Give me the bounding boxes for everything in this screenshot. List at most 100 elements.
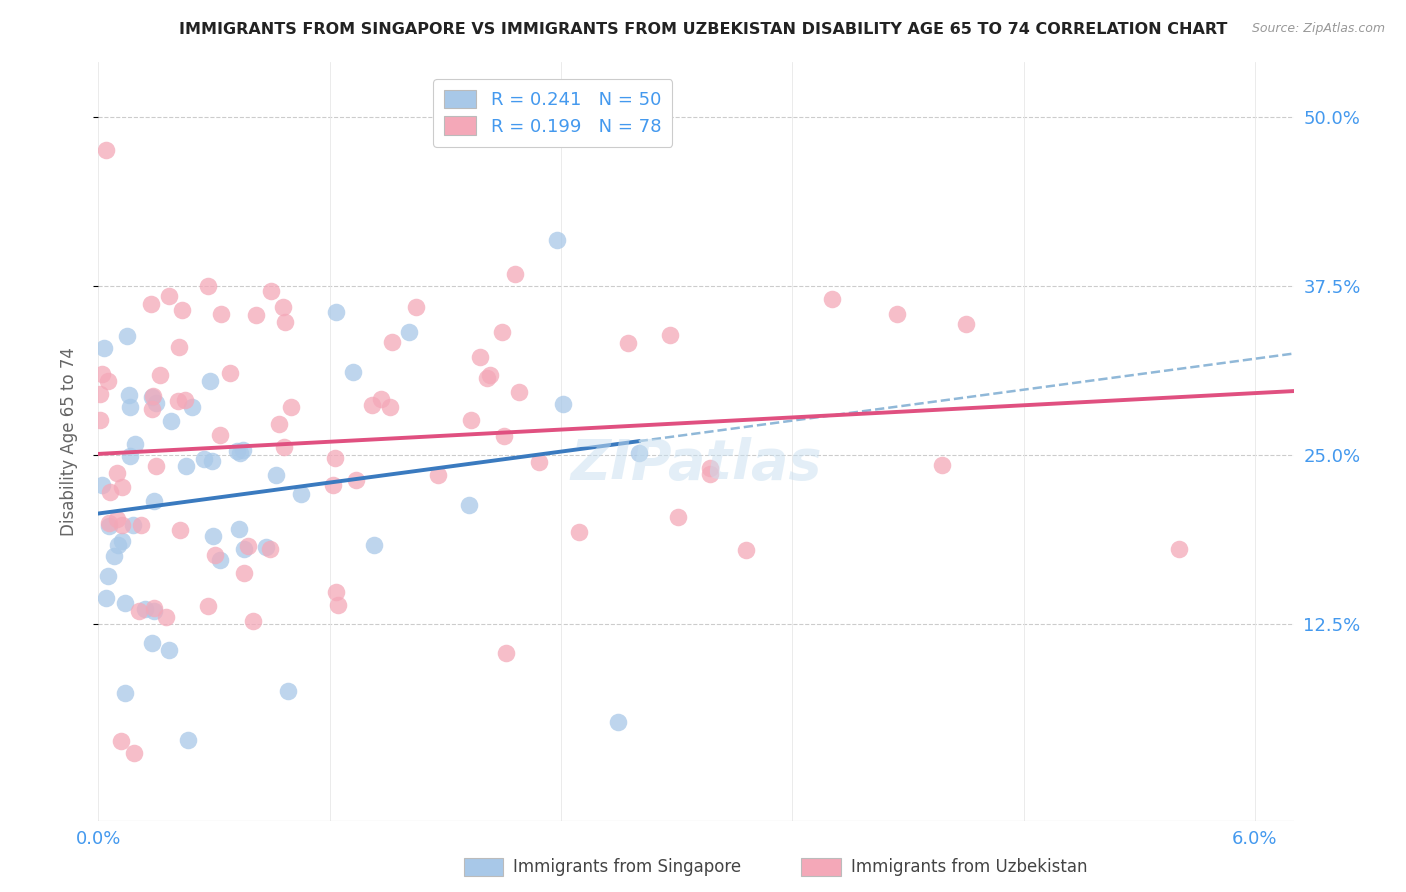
Point (202, 529, 225, 543)
Point (110, 533, 132, 548)
Text: IMMIGRANTS FROM SINGAPORE VS IMMIGRANTS FROM UZBEKISTAN DISABILITY AGE 65 TO 74 : IMMIGRANTS FROM SINGAPORE VS IMMIGRANTS … (179, 22, 1227, 37)
Point (381, 335, 404, 350)
Point (174, 392, 197, 407)
Point (346, 473, 368, 487)
Point (955, 317, 977, 331)
Point (607, 714, 630, 729)
Point (94, 591, 117, 606)
Point (529, 455, 551, 469)
Point (91, 368, 114, 382)
Text: ZIPatlas: ZIPatlas (571, 437, 821, 491)
Point (225, 444, 247, 458)
Point (111, 480, 134, 494)
Point (277, 684, 299, 698)
Point (118, 388, 141, 402)
Point (617, 335, 640, 350)
Point (322, 478, 344, 492)
Point (97, 569, 120, 583)
Text: Immigrants from Singapore: Immigrants from Singapore (513, 858, 741, 876)
Point (93, 341, 115, 355)
Point (90, 477, 112, 491)
Point (105, 512, 128, 526)
Point (118, 450, 141, 464)
Point (342, 365, 364, 379)
Point (274, 315, 297, 329)
Point (325, 305, 347, 319)
Point (141, 636, 163, 650)
Point (172, 302, 194, 317)
Point (427, 468, 450, 483)
Point (273, 440, 295, 454)
Point (363, 537, 385, 551)
Point (114, 596, 136, 610)
Point (457, 499, 479, 513)
Point (820, 292, 842, 306)
Point (124, 746, 146, 760)
Point (370, 392, 392, 406)
Legend: R = 0.241   N = 50, R = 0.199   N = 78: R = 0.241 N = 50, R = 0.199 N = 78 (433, 79, 672, 146)
Point (174, 458, 197, 473)
Point (568, 525, 591, 540)
Point (209, 307, 232, 321)
Point (121, 517, 143, 532)
Point (551, 396, 574, 410)
Point (886, 307, 908, 321)
Point (177, 732, 200, 747)
Point (117, 328, 139, 343)
Point (128, 604, 150, 618)
Point (259, 284, 281, 298)
Point (98, 485, 121, 500)
Point (271, 300, 294, 314)
Point (129, 517, 152, 532)
Point (508, 384, 530, 399)
Point (479, 368, 502, 383)
Point (378, 400, 401, 414)
Point (491, 325, 513, 339)
Point (229, 445, 252, 459)
Point (145, 458, 167, 473)
Point (142, 389, 165, 403)
Point (470, 350, 492, 364)
Point (89, 413, 111, 427)
Point (326, 598, 349, 612)
Point (139, 297, 162, 311)
Point (107, 538, 129, 552)
Point (143, 494, 166, 508)
Point (114, 686, 136, 700)
Point (492, 429, 515, 443)
Point (405, 301, 427, 315)
Point (94, 143, 117, 157)
Point (193, 451, 215, 466)
Point (169, 523, 191, 537)
Point (142, 600, 165, 615)
Point (97, 518, 120, 533)
Point (97, 374, 120, 388)
Point (233, 542, 256, 557)
Point (325, 585, 347, 599)
Point (181, 401, 204, 415)
Point (167, 394, 190, 409)
Point (264, 467, 287, 482)
Point (197, 599, 219, 614)
Point (475, 370, 498, 384)
Point (495, 646, 517, 660)
Point (1167, 542, 1189, 557)
Point (201, 453, 224, 467)
Point (159, 414, 181, 428)
Point (232, 566, 254, 580)
Point (155, 609, 177, 624)
Point (232, 442, 254, 457)
Point (103, 549, 125, 563)
Point (143, 604, 166, 618)
Point (218, 367, 240, 381)
Point (503, 267, 526, 281)
Point (361, 398, 384, 412)
Point (546, 233, 568, 247)
Point (267, 417, 290, 431)
Point (254, 540, 277, 554)
Point (323, 451, 346, 466)
Point (157, 643, 180, 657)
Point (398, 325, 420, 339)
Point (141, 390, 163, 404)
Point (209, 553, 232, 567)
